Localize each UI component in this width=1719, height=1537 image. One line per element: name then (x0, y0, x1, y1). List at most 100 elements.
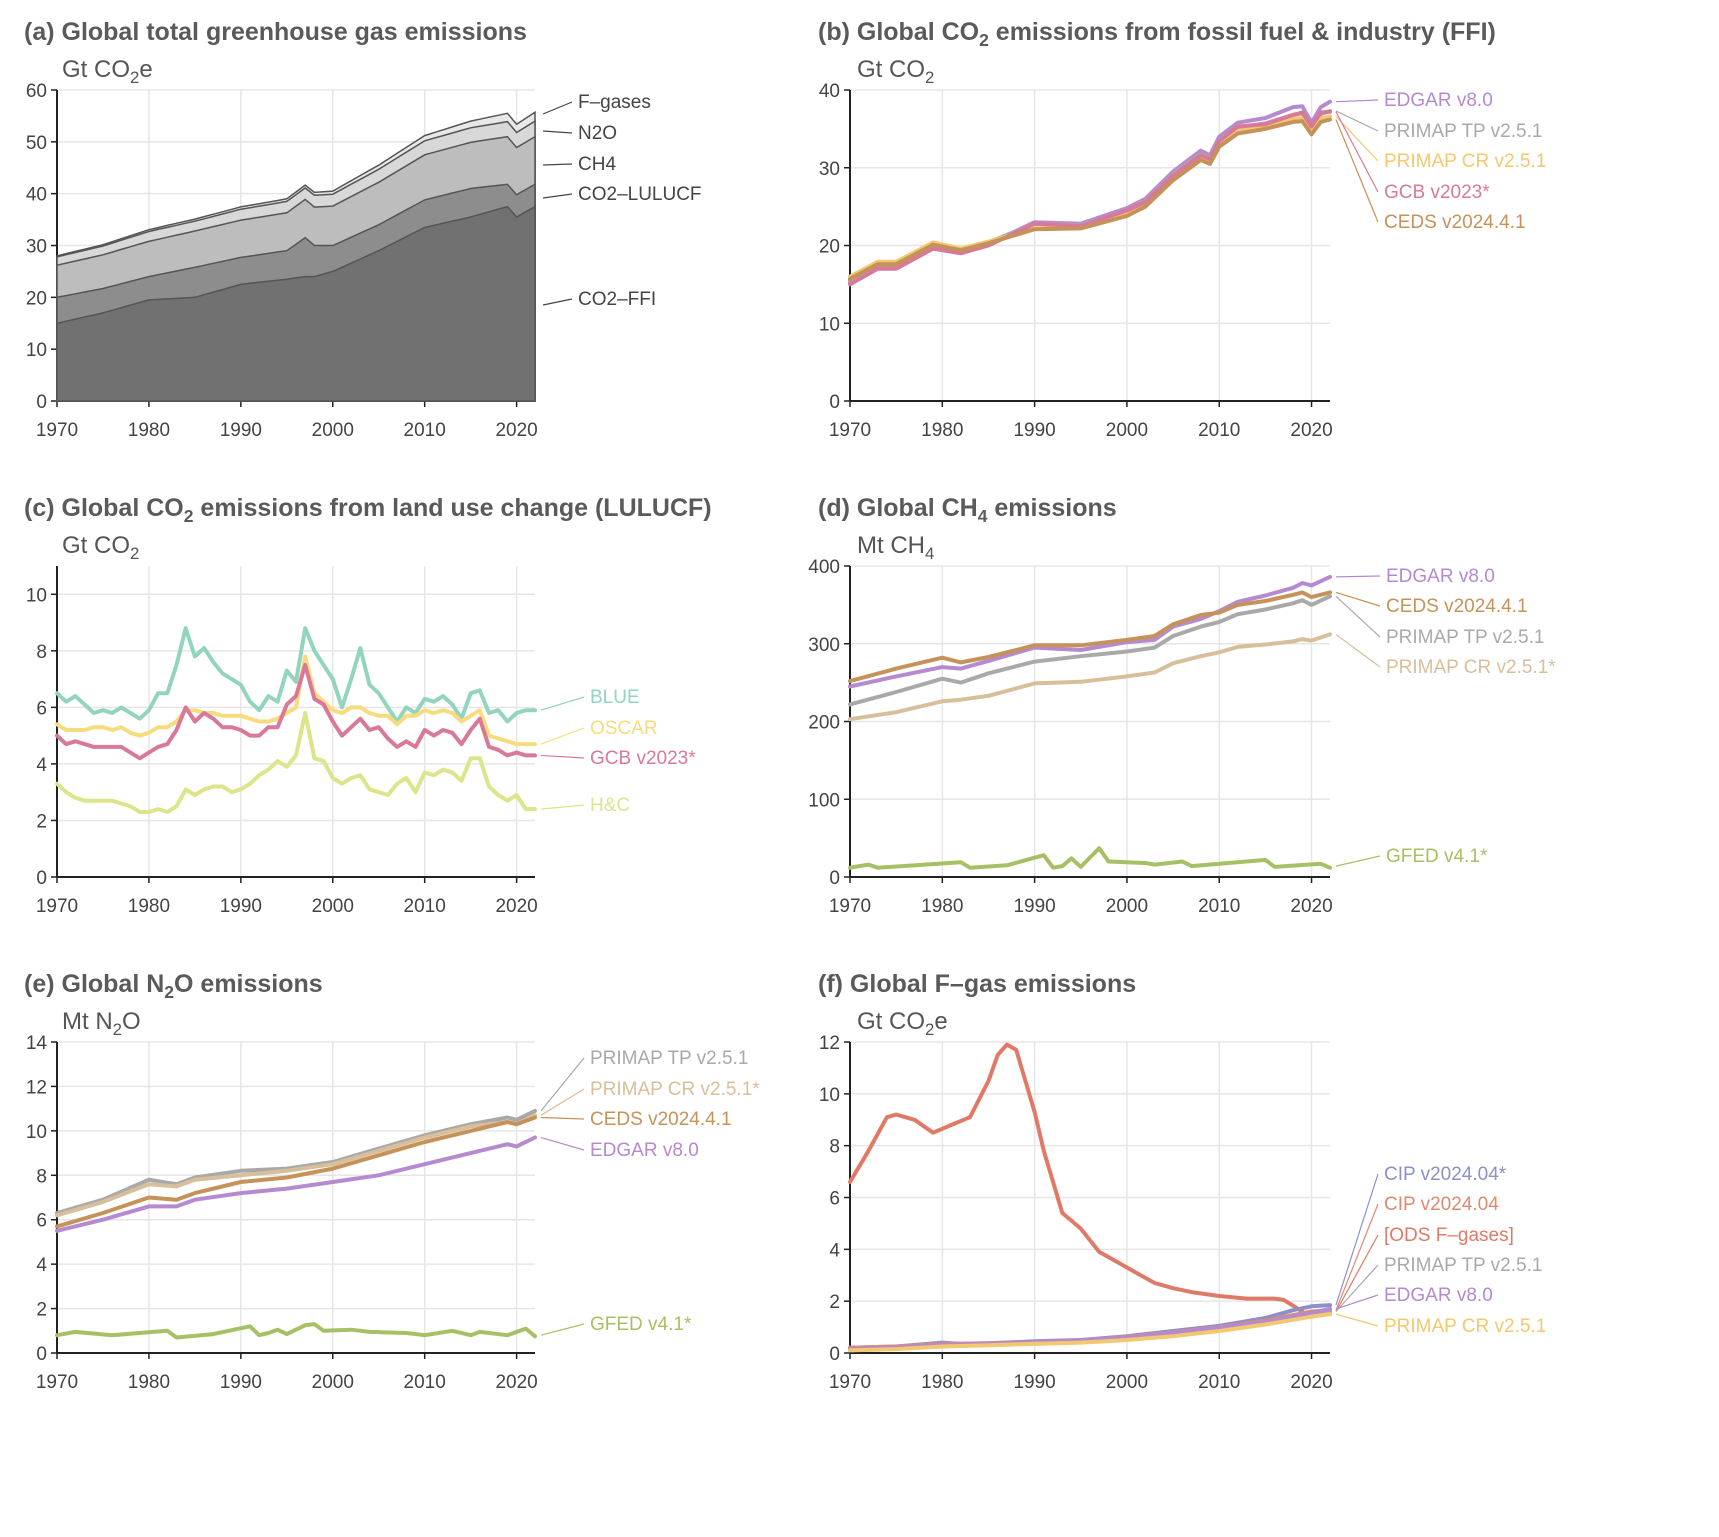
label-leader (542, 101, 573, 115)
y-tick-label: 4 (36, 1255, 47, 1276)
y-tick-label: 12 (26, 1077, 47, 1098)
series-label: PRIMAP TP v2.5.1 (590, 1048, 748, 1069)
series-label: EDGAR v8.0 (1386, 566, 1495, 587)
label-leader (542, 163, 573, 166)
label-leader (1335, 1313, 1379, 1327)
series-label: GFED v4.1* (1386, 846, 1488, 867)
y-tick-label: 8 (36, 642, 47, 663)
x-tick-label: 1980 (128, 896, 170, 917)
series-label: PRIMAP CR v2.5.1 (1384, 151, 1546, 172)
y-tick-label: 0 (829, 1344, 840, 1365)
series-label: BLUE (590, 687, 640, 708)
label-leader (1335, 1173, 1379, 1306)
label-leader (1335, 111, 1379, 193)
x-tick-label: 2020 (495, 420, 537, 441)
series-label: PRIMAP TP v2.5.1 (1386, 627, 1544, 648)
x-tick-label: 1980 (128, 1372, 170, 1393)
series-line-GCB v2023* (55, 663, 537, 761)
series-label: EDGAR v8.0 (1384, 90, 1493, 111)
panel-e-title: (e) Global N2O emissions (24, 970, 323, 1002)
y-tick-label: 2 (829, 1292, 840, 1313)
x-tick-label: 1980 (921, 420, 963, 441)
panel-f-axes: 0 2 4 6 8 10 12 1970 1980 1990 2000 2010 2020 (819, 1033, 1333, 1393)
x-tick-label: 2020 (495, 1372, 537, 1393)
series-label: CO2–LULUCF (578, 184, 702, 205)
label-leader (542, 193, 573, 199)
label-leader (1335, 1234, 1379, 1312)
label-leader (1335, 591, 1381, 607)
y-tick-label: 8 (36, 1166, 47, 1187)
label-leader (1335, 575, 1381, 578)
x-tick-label: 1970 (36, 896, 78, 917)
series-line-CEDS v2024.4.1 (848, 590, 1332, 684)
y-tick-label: 10 (819, 314, 840, 335)
panel-e-axes: 0 2 4 6 8 10 12 14 1970 1980 1990 2000 2010 2020 (26, 1033, 538, 1393)
label-leader (1335, 99, 1379, 103)
x-tick-label: 1990 (1013, 420, 1055, 441)
y-tick-label: 20 (26, 288, 47, 309)
series-line-PRIMAP TP v2.5.1 (55, 1108, 537, 1215)
panel-c-axes: 0 2 4 6 8 10 1970 1980 1990 2000 2010 2020 (26, 566, 538, 917)
label-leader (1335, 1203, 1379, 1311)
panel-e-unit: Mt N2O (62, 1008, 141, 1039)
panel-b-unit: Gt CO2 (857, 56, 935, 87)
series-line-PRIMAP CR v2.5.1 (848, 1312, 1332, 1353)
series-line-PRIMAP CR v2.5.1* (848, 632, 1332, 722)
series-label: EDGAR v8.0 (1384, 1285, 1493, 1306)
series-label: CH4 (578, 154, 616, 175)
series-label: PRIMAP TP v2.5.1 (1384, 121, 1542, 142)
series-line-[ODS F–gases] (848, 1042, 1305, 1314)
series-line-OSCAR (55, 654, 537, 747)
label-leader (1335, 855, 1381, 867)
series-label: PRIMAP CR v2.5.1* (1386, 657, 1556, 678)
panel-f-title: (f) Global F–gas emissions (818, 970, 1137, 998)
label-leader (1335, 1294, 1379, 1310)
y-tick-label: 60 (26, 81, 47, 102)
label-leader (542, 298, 573, 306)
x-tick-label: 1990 (220, 420, 262, 441)
series-label: [ODS F–gases] (1384, 1225, 1514, 1246)
y-tick-label: 0 (829, 392, 840, 413)
x-tick-label: 2000 (1106, 420, 1148, 441)
panel-d-title: (d) Global CH4 emissions (818, 494, 1117, 526)
y-tick-label: 12 (819, 1033, 840, 1054)
label-leader (1335, 1264, 1379, 1312)
series-line-GFED v4.1* (848, 846, 1332, 870)
x-tick-label: 2020 (495, 896, 537, 917)
series-line-GFED v4.1* (55, 1322, 537, 1340)
panel-a-unit: Gt CO2e (62, 56, 153, 87)
x-tick-label: 1970 (36, 420, 78, 441)
y-tick-label: 400 (808, 557, 840, 578)
y-tick-label: 30 (819, 159, 840, 180)
y-tick-label: 6 (36, 1211, 47, 1232)
label-leader (540, 1323, 585, 1336)
series-label: F–gases (578, 92, 651, 113)
x-tick-label: 1990 (220, 1372, 262, 1393)
y-tick-label: 10 (819, 1085, 840, 1106)
y-tick-label: 300 (808, 635, 840, 656)
series-line-GCB v2023* (848, 109, 1332, 287)
y-tick-label: 4 (829, 1240, 840, 1261)
label-leader (540, 1057, 585, 1112)
x-tick-label: 2000 (312, 420, 354, 441)
y-tick-label: 6 (829, 1189, 840, 1210)
x-tick-label: 1980 (128, 420, 170, 441)
series-label: CIP v2024.04* (1384, 1164, 1507, 1185)
y-tick-label: 2 (36, 811, 47, 832)
series-line-EDGAR v8.0 (55, 1135, 537, 1233)
series-label: GFED v4.1* (590, 1314, 692, 1335)
series-line-BLUE (55, 626, 537, 724)
x-tick-label: 2020 (1290, 1372, 1332, 1393)
y-tick-label: 50 (26, 133, 47, 154)
x-tick-label: 2010 (404, 420, 446, 441)
x-tick-label: 1990 (220, 896, 262, 917)
panel-c-title: (c) Global CO2 emissions from land use c… (24, 494, 712, 526)
label-leader (540, 727, 585, 745)
y-tick-label: 0 (829, 868, 840, 889)
x-tick-label: 1970 (829, 1372, 871, 1393)
x-tick-label: 2010 (404, 1372, 446, 1393)
series-label: CO2–FFI (578, 289, 656, 310)
panel-f-unit: Gt CO2e (857, 1008, 948, 1039)
y-tick-label: 20 (819, 237, 840, 258)
y-tick-label: 40 (819, 81, 840, 102)
